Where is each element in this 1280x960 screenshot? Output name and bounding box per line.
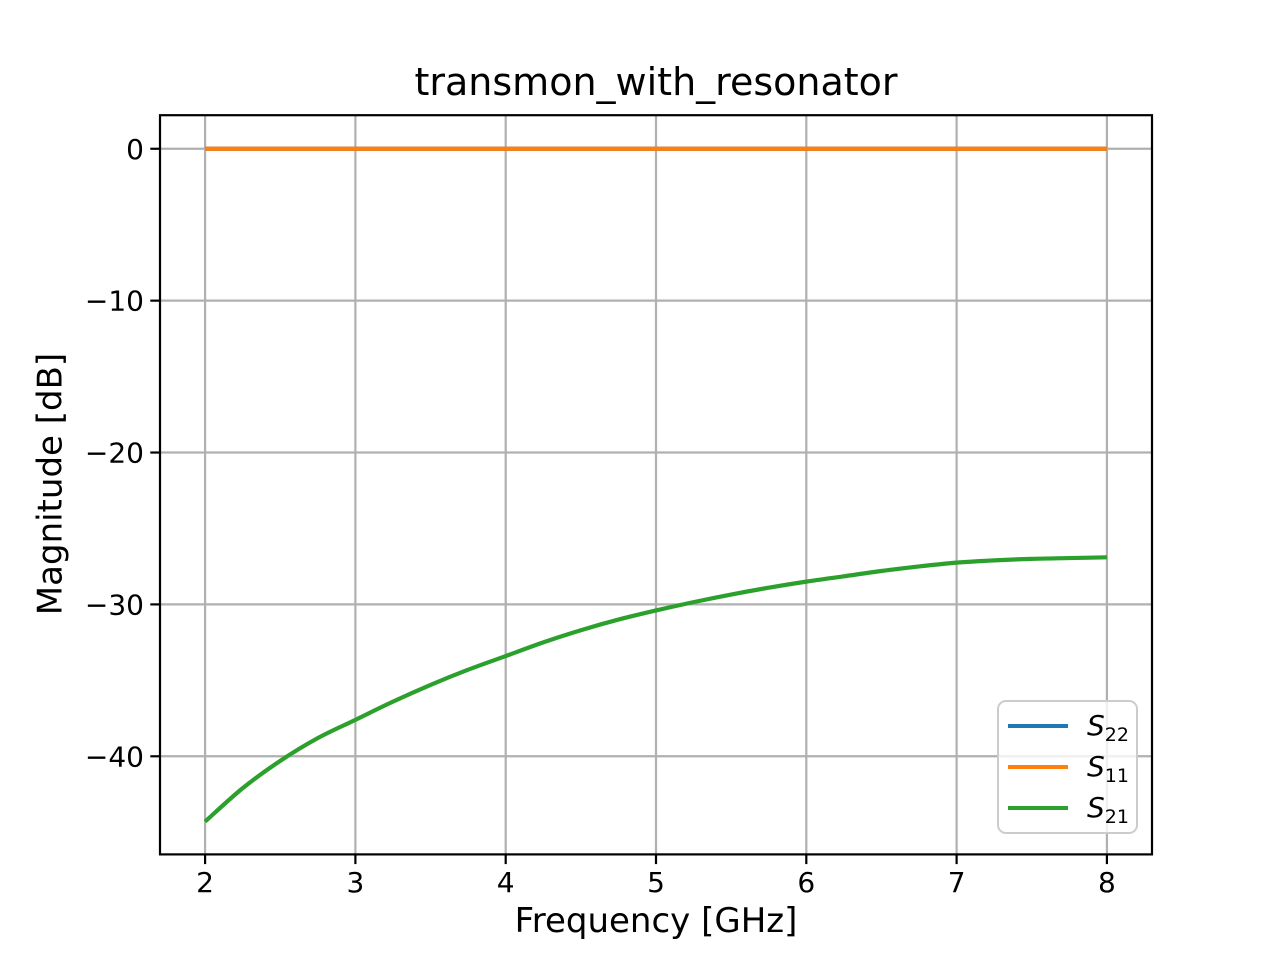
legend-item-s11: S11 <box>1008 747 1129 788</box>
legend-label-s21-symbol: S <box>1087 790 1105 824</box>
y-tick-label: −10 <box>85 285 144 318</box>
y-tick-label: −20 <box>85 437 144 470</box>
legend-label-s11: S11 <box>1087 750 1129 786</box>
y-tick-label: −40 <box>85 740 144 773</box>
chart-title: transmon_with_resonator <box>414 60 898 104</box>
legend-item-s21: S21 <box>1008 787 1129 828</box>
x-tick-label: 6 <box>797 866 815 899</box>
y-axis-label: Magnitude [dB] <box>30 352 71 616</box>
legend-line-sample-s11 <box>1008 765 1068 769</box>
legend-line-sample-s21 <box>1008 805 1068 810</box>
legend-label-s22-subscript: 22 <box>1104 724 1129 747</box>
legend-label-s21: S21 <box>1087 790 1129 826</box>
legend-label-s11-symbol: S <box>1087 750 1105 783</box>
y-tick-label: 0 <box>126 133 144 166</box>
legend-line-sample-s22 <box>1008 724 1068 729</box>
x-tick-label: 4 <box>497 866 515 899</box>
legend-label-s21-subscript: 21 <box>1104 805 1129 828</box>
legend-item-s22: S22 <box>1008 706 1129 747</box>
x-axis-label: Frequency [GHz] <box>514 901 798 941</box>
legend-label-s22: S22 <box>1087 709 1129 745</box>
x-tick-label: 3 <box>346 866 364 899</box>
x-tick-label: 7 <box>948 866 966 899</box>
legend-label-s22-symbol: S <box>1087 709 1105 743</box>
x-tick-label: 5 <box>647 866 665 899</box>
x-tick-label: 2 <box>196 866 214 899</box>
x-tick-label: 8 <box>1098 866 1116 899</box>
legend-label-s11-subscript: 11 <box>1104 765 1129 787</box>
y-tick-label: −30 <box>85 588 144 621</box>
legend: S22 S11 S21 <box>997 700 1138 834</box>
series-line-s21 <box>203 555 1107 824</box>
